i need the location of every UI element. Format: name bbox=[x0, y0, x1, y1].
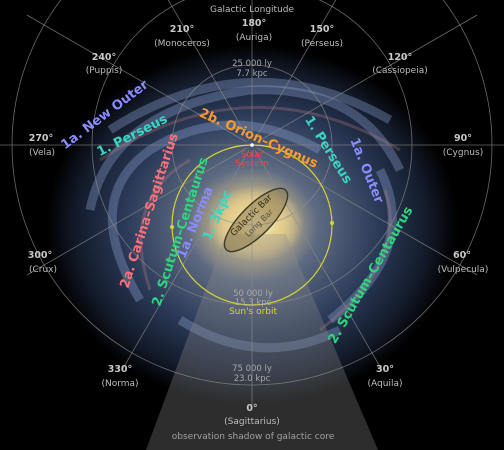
dist-75000-ly: 75 000 ly bbox=[232, 364, 272, 374]
lon-150-deg: 150° bbox=[310, 24, 335, 35]
lon-240-deg: 240° bbox=[92, 52, 117, 63]
lon-210-deg: 210° bbox=[170, 24, 195, 35]
lon-30-deg: 30° bbox=[376, 364, 394, 375]
lon-120-name: (Cassiopeia) bbox=[372, 66, 427, 76]
solar-label-line2: System bbox=[235, 159, 269, 169]
coordinate-grid bbox=[0, 0, 504, 405]
lon-330-name: (Norma) bbox=[101, 379, 138, 389]
lon-150-name: (Perseus) bbox=[301, 39, 343, 49]
galactic-longitude-title: Galactic Longitude bbox=[210, 5, 295, 15]
lon-60-name: (Vulpecula) bbox=[438, 265, 489, 275]
lon-90-name: (Cygnus) bbox=[443, 148, 483, 158]
lon-300-name: (Crux) bbox=[29, 265, 57, 275]
lon-60-deg: 60° bbox=[453, 250, 471, 261]
longitude-line bbox=[26, 147, 248, 276]
longitude-labels: 180° (Auriga) 150° (Perseus) 120° (Cassi… bbox=[28, 18, 489, 427]
solar-label-line1: Solar bbox=[241, 150, 264, 160]
lon-0-name: (Sagittarius) bbox=[224, 417, 280, 427]
lon-0-deg: 0° bbox=[246, 403, 257, 414]
suns-orbit-label: Sun's orbit bbox=[229, 307, 278, 317]
longitude-line bbox=[254, 149, 383, 371]
dist-75000-kpc: 23.0 kpc bbox=[234, 374, 271, 384]
observation-shadow bbox=[146, 234, 378, 450]
lon-330-deg: 330° bbox=[108, 364, 133, 375]
sun-marker bbox=[250, 143, 254, 147]
longitude-line bbox=[167, 0, 250, 141]
lon-90-deg: 90° bbox=[454, 133, 472, 144]
lon-300-deg: 300° bbox=[28, 250, 53, 261]
dist-25000-ly: 25 000 ly bbox=[232, 59, 272, 69]
lon-30-name: (Aquila) bbox=[368, 379, 403, 389]
dist-25000-kpc: 7.7 kpc bbox=[236, 69, 268, 79]
lon-210-name: (Monoceros) bbox=[154, 39, 210, 49]
lon-180-name: (Auriga) bbox=[236, 33, 272, 43]
longitude-line bbox=[256, 147, 478, 276]
dist-50000-ly: 50 000 ly bbox=[233, 289, 273, 299]
dist-50000-kpc: 15.3 kpc bbox=[235, 298, 272, 308]
lon-270-name: (Vela) bbox=[29, 148, 55, 158]
longitude-line bbox=[26, 14, 248, 143]
spiral-arm-streaks bbox=[85, 77, 405, 353]
lon-270-deg: 270° bbox=[29, 133, 54, 144]
shadow-caption: observation shadow of galactic core bbox=[172, 432, 335, 442]
longitude-line bbox=[121, 149, 250, 371]
longitude-line bbox=[254, 0, 337, 141]
lon-180-deg: 180° bbox=[242, 18, 267, 29]
lon-240-name: (Puppis) bbox=[86, 66, 123, 76]
longitude-line bbox=[256, 14, 478, 143]
lon-120-deg: 120° bbox=[388, 52, 413, 63]
